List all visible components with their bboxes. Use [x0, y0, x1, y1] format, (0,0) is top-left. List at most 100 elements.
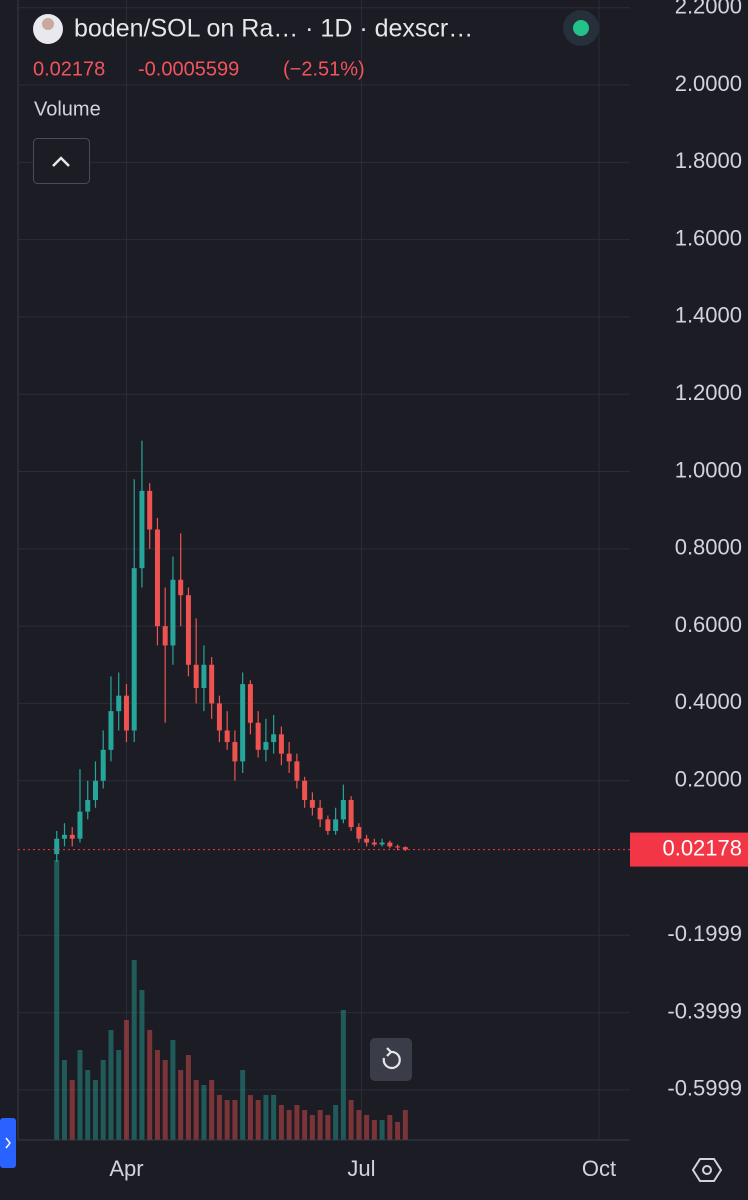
reset-button[interactable] [370, 1038, 412, 1081]
price-change-pct: (−2.51%) [283, 58, 365, 80]
volume-legend: Volume [34, 98, 101, 120]
volume-bar [340, 1010, 346, 1140]
candle-body [278, 734, 284, 754]
y-tick-label: -0.5999 [667, 1076, 742, 1101]
volume-bar [69, 1080, 75, 1140]
candle-body [224, 730, 230, 743]
candle-body [302, 780, 308, 801]
volume-bar [356, 1110, 362, 1140]
volume-bar [263, 1095, 269, 1140]
volume-bar [92, 1080, 98, 1140]
candle-body [92, 780, 98, 801]
y-tick-label: -0.3999 [667, 998, 742, 1023]
last-price-label: 0.02178 [662, 835, 742, 860]
y-tick-label: 2.2000 [675, 0, 742, 19]
candle-body [201, 664, 207, 688]
volume-bar [364, 1115, 370, 1140]
candle-body [340, 800, 346, 820]
candle-body [123, 695, 129, 731]
side-tab-icon [5, 1137, 11, 1149]
volume-bar [387, 1115, 393, 1140]
candle-body [77, 811, 83, 839]
chevron-icon [52, 156, 70, 167]
y-tick-label: 0.8000 [675, 535, 742, 560]
candle-body [317, 807, 323, 820]
volume-bar [395, 1122, 401, 1140]
candle-layer [54, 440, 408, 862]
volume-bar [100, 1060, 106, 1140]
settings-button[interactable] [691, 1158, 723, 1182]
grid [18, 0, 630, 1140]
volume-bar [178, 1070, 184, 1140]
volume-bar [61, 1060, 67, 1140]
volume-bar [201, 1085, 207, 1140]
candle-body [154, 529, 160, 627]
candle-body [387, 842, 393, 847]
volume-bar [209, 1080, 215, 1140]
candle-body [271, 734, 277, 743]
volume-bar [216, 1095, 222, 1140]
candle-body [85, 800, 91, 812]
volume-bar [271, 1095, 277, 1140]
y-tick-label: 1.6000 [675, 225, 742, 250]
candle-body [309, 800, 315, 808]
candle-body [69, 834, 75, 839]
volume-bar [131, 960, 137, 1140]
candle-body [170, 579, 176, 646]
side-tab[interactable] [0, 1118, 16, 1168]
volume-bar [193, 1080, 199, 1140]
x-tick-label: Oct [582, 1156, 616, 1181]
volume-bar [123, 1020, 129, 1140]
volume-bar [348, 1100, 354, 1140]
candle-body [162, 626, 168, 646]
volume-bar [333, 1105, 339, 1140]
reset-icon [382, 1047, 401, 1069]
candle-body [193, 664, 199, 688]
candle-body [147, 490, 153, 530]
candle-body [333, 819, 339, 831]
volume-bar [255, 1100, 261, 1140]
volume-bar [170, 1040, 176, 1140]
candle-body [379, 842, 385, 845]
candle-body [371, 842, 377, 845]
last-price: 0.02178 [33, 58, 105, 80]
volume-bar [54, 860, 60, 1140]
volume-bar [77, 1050, 83, 1140]
pair-title: boden/SOL on Ra… · 1D · dexscr… [74, 15, 473, 43]
volume-bar [294, 1105, 300, 1140]
avatar-face [42, 18, 54, 30]
volume-bar [325, 1115, 331, 1140]
volume-bar [371, 1120, 377, 1140]
y-tick-label: 1.2000 [675, 380, 742, 405]
volume-bar [278, 1105, 284, 1140]
volume-bar [224, 1100, 230, 1140]
candle-body [364, 838, 370, 843]
volume-bar [116, 1050, 122, 1140]
candle-body [54, 838, 60, 855]
candle-body [356, 827, 362, 839]
volume-layer [54, 860, 408, 1140]
candle-body [286, 753, 292, 762]
candle-body [131, 568, 137, 731]
candle-body [240, 684, 246, 762]
candle-body [348, 800, 354, 828]
volume-bar [154, 1050, 160, 1140]
y-tick-label: 1.4000 [675, 303, 742, 328]
candle-body [232, 742, 238, 762]
x-tick-label: Jul [347, 1156, 375, 1181]
collapse-button[interactable] [33, 138, 90, 184]
candle-body [209, 664, 215, 704]
volume-bar [286, 1110, 292, 1140]
y-tick-label: 0.2000 [675, 767, 742, 792]
last-price-tag [630, 832, 748, 867]
candle-body [116, 695, 122, 712]
volume-bar [240, 1070, 246, 1140]
volume-bar [309, 1115, 315, 1140]
volume-bar [162, 1060, 168, 1140]
candle-body [100, 749, 106, 781]
candle-body [402, 847, 408, 850]
y-tick-label: 1.0000 [675, 457, 742, 482]
